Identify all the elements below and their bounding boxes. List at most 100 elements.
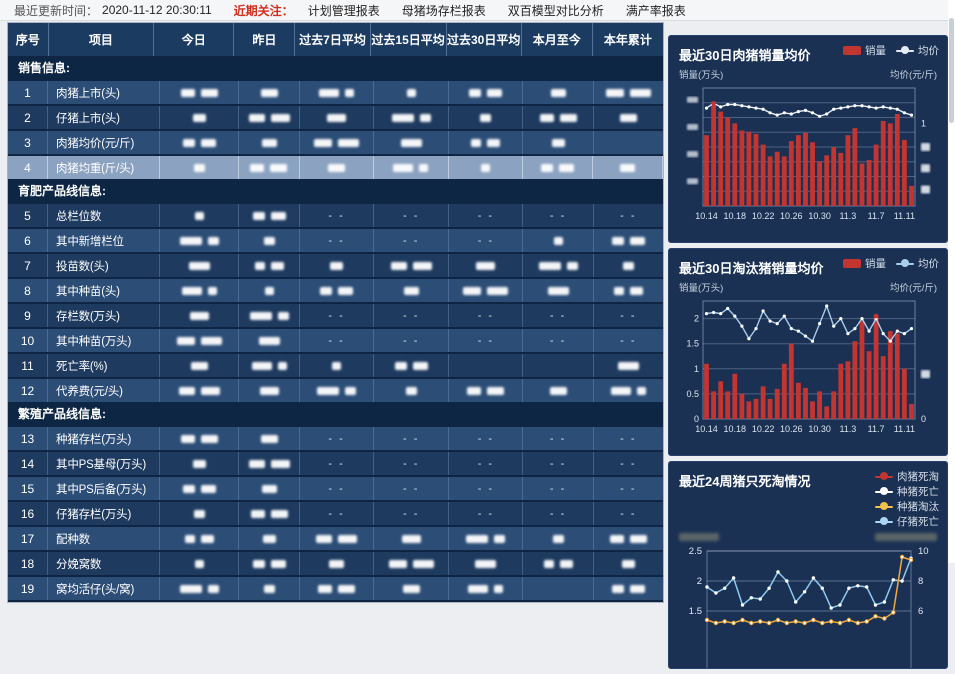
table-row[interactable]: 7 投苗数(头) xyxy=(8,254,663,279)
column-header: 过去15日平均 xyxy=(370,23,447,56)
svg-text:6: 6 xyxy=(918,606,923,617)
line-legend-icon xyxy=(896,46,914,55)
table-row[interactable]: 8 其中种苗(头) xyxy=(8,279,663,304)
y-right-axis-label: 均价(元/斤) xyxy=(890,70,937,81)
cell-value xyxy=(300,354,375,377)
redacted-value xyxy=(419,113,431,122)
redacted-value xyxy=(250,509,265,518)
cell-value: - - xyxy=(300,329,375,352)
redacted-value xyxy=(468,584,489,593)
table-row[interactable]: 19 窝均活仔(头/窝) xyxy=(8,577,663,602)
table-row[interactable]: 17 配种数 xyxy=(8,527,663,552)
legend-item[interactable]: 肉猪死淘 xyxy=(875,470,939,485)
legend-label: 肉猪死淘 xyxy=(897,471,939,483)
cull-sales-price-chart[interactable]: 10.14 10.18 10.22 10.26 10.30 11.3 11.7 11.11 2 1… xyxy=(677,295,941,441)
table-row[interactable]: 18 分娩窝数 xyxy=(8,552,663,577)
legend-item[interactable]: 均价 xyxy=(896,257,939,272)
cell-value xyxy=(160,156,240,179)
redacted-value xyxy=(314,138,333,147)
cell-value: - - xyxy=(449,502,524,525)
legend-item[interactable]: 销量 xyxy=(843,44,886,59)
redacted-value xyxy=(192,459,206,468)
page-scrollbar[interactable] xyxy=(948,0,955,563)
legend-item[interactable]: 销量 xyxy=(843,257,886,272)
cell-value: - - xyxy=(449,329,524,352)
cell-value xyxy=(239,354,300,377)
cell-value: - - xyxy=(523,427,594,450)
legend-item[interactable]: 种猪死亡 xyxy=(875,485,939,500)
legend-item[interactable]: 均价 xyxy=(896,44,939,59)
nav-link[interactable]: 满产率报表 xyxy=(625,3,686,18)
row-number: 9 xyxy=(8,304,49,327)
table-row[interactable]: 14 其中PS基母(万头) - -- -- -- -- - xyxy=(8,452,663,477)
redacted-value xyxy=(550,88,566,97)
cell-value xyxy=(160,229,240,252)
cell-value xyxy=(300,131,375,154)
redacted-value xyxy=(260,434,278,443)
cell-value xyxy=(594,279,663,302)
table-row[interactable]: 10 其中种苗(万头) - -- -- -- -- - xyxy=(8,329,663,354)
cell-value xyxy=(239,527,300,550)
redacted-value xyxy=(559,559,573,568)
table-row[interactable]: 4 肉猪均重(斤/头) xyxy=(8,156,663,181)
table-row[interactable]: 12 代养费(元/头) xyxy=(8,379,663,404)
cell-value xyxy=(239,379,300,402)
row-number: 6 xyxy=(8,229,49,252)
table-row[interactable]: 6 其中新增栏位 - -- -- - xyxy=(8,229,663,254)
row-label: 其中PS基母(万头) xyxy=(48,452,161,475)
redacted-value xyxy=(188,261,210,270)
redacted-value xyxy=(540,163,553,172)
row-number: 10 xyxy=(8,329,49,352)
redacted-value xyxy=(200,484,216,493)
cell-value xyxy=(239,204,300,227)
cell-value xyxy=(300,527,375,550)
redacted-value xyxy=(391,113,414,122)
cell-value xyxy=(160,81,240,104)
cell-value: - - xyxy=(300,304,375,327)
table-row[interactable]: 3 肉猪均价(元/斤) xyxy=(8,131,663,156)
redacted-value xyxy=(270,261,284,270)
svg-text:10: 10 xyxy=(918,546,929,557)
weekly-death-chart[interactable]: 2.5 10 2 8 1.5 6 xyxy=(677,542,941,669)
cell-value xyxy=(523,577,594,600)
table-row[interactable]: 1 肉猪上市(头) xyxy=(8,81,663,106)
cell-value xyxy=(449,81,524,104)
charts-column: 最近30日肉猪销量均价 销量 均价 销量(万头) 均价(元/斤) 10.14 10.… xyxy=(668,23,955,674)
nav-link[interactable]: 计划管理报表 xyxy=(307,3,380,18)
cell-value xyxy=(523,229,594,252)
table-row[interactable]: 9 存栏数(万头) - -- -- -- -- - xyxy=(8,304,663,329)
cell-value xyxy=(449,254,524,277)
cell-value xyxy=(239,502,300,525)
cell-value: - - xyxy=(523,502,594,525)
legend-item[interactable]: 种猪淘汰 xyxy=(875,500,939,515)
cell-value: - - xyxy=(300,452,375,475)
redacted-value xyxy=(338,534,358,543)
legend-item[interactable]: 仔猪死亡 xyxy=(875,515,939,530)
redacted-value xyxy=(263,584,275,593)
table-row[interactable]: 2 仔猪上市(头) xyxy=(8,106,663,131)
redacted-value xyxy=(264,286,274,295)
svg-text:10.30: 10.30 xyxy=(808,211,831,221)
table-row[interactable]: 13 种猪存栏(万头) - -- -- -- -- - xyxy=(8,427,663,452)
redacted-value xyxy=(393,163,414,172)
svg-text:10.14: 10.14 xyxy=(695,211,718,221)
redacted-value xyxy=(207,584,219,593)
pig-sales-price-chart[interactable]: 10.14 10.18 10.22 10.26 10.30 11.3 11.7 11.11 1 xyxy=(677,82,941,228)
cell-value xyxy=(239,477,300,500)
redacted-value xyxy=(260,88,278,97)
redacted-value xyxy=(270,559,286,568)
table-row[interactable]: 16 仔猪存栏(万头) - -- -- -- -- - xyxy=(8,502,663,527)
table-row[interactable]: 15 其中PS后备(万头) - -- -- -- -- - xyxy=(8,477,663,502)
scrollbar-thumb[interactable] xyxy=(949,18,954,123)
table-row[interactable]: 11 死亡率(%) xyxy=(8,354,663,379)
table-row[interactable]: 5 总栏位数 - -- -- -- -- - xyxy=(8,204,663,229)
redacted-value xyxy=(332,361,342,370)
row-label: 配种数 xyxy=(48,527,161,550)
svg-text:2: 2 xyxy=(697,576,702,587)
redacted-value xyxy=(487,138,501,147)
cell-value xyxy=(523,156,593,179)
nav-link[interactable]: 母猪场存栏报表 xyxy=(401,3,486,18)
redacted-value xyxy=(487,386,505,395)
nav-link[interactable]: 双百模型对比分析 xyxy=(507,3,604,18)
redacted-value xyxy=(475,559,497,568)
